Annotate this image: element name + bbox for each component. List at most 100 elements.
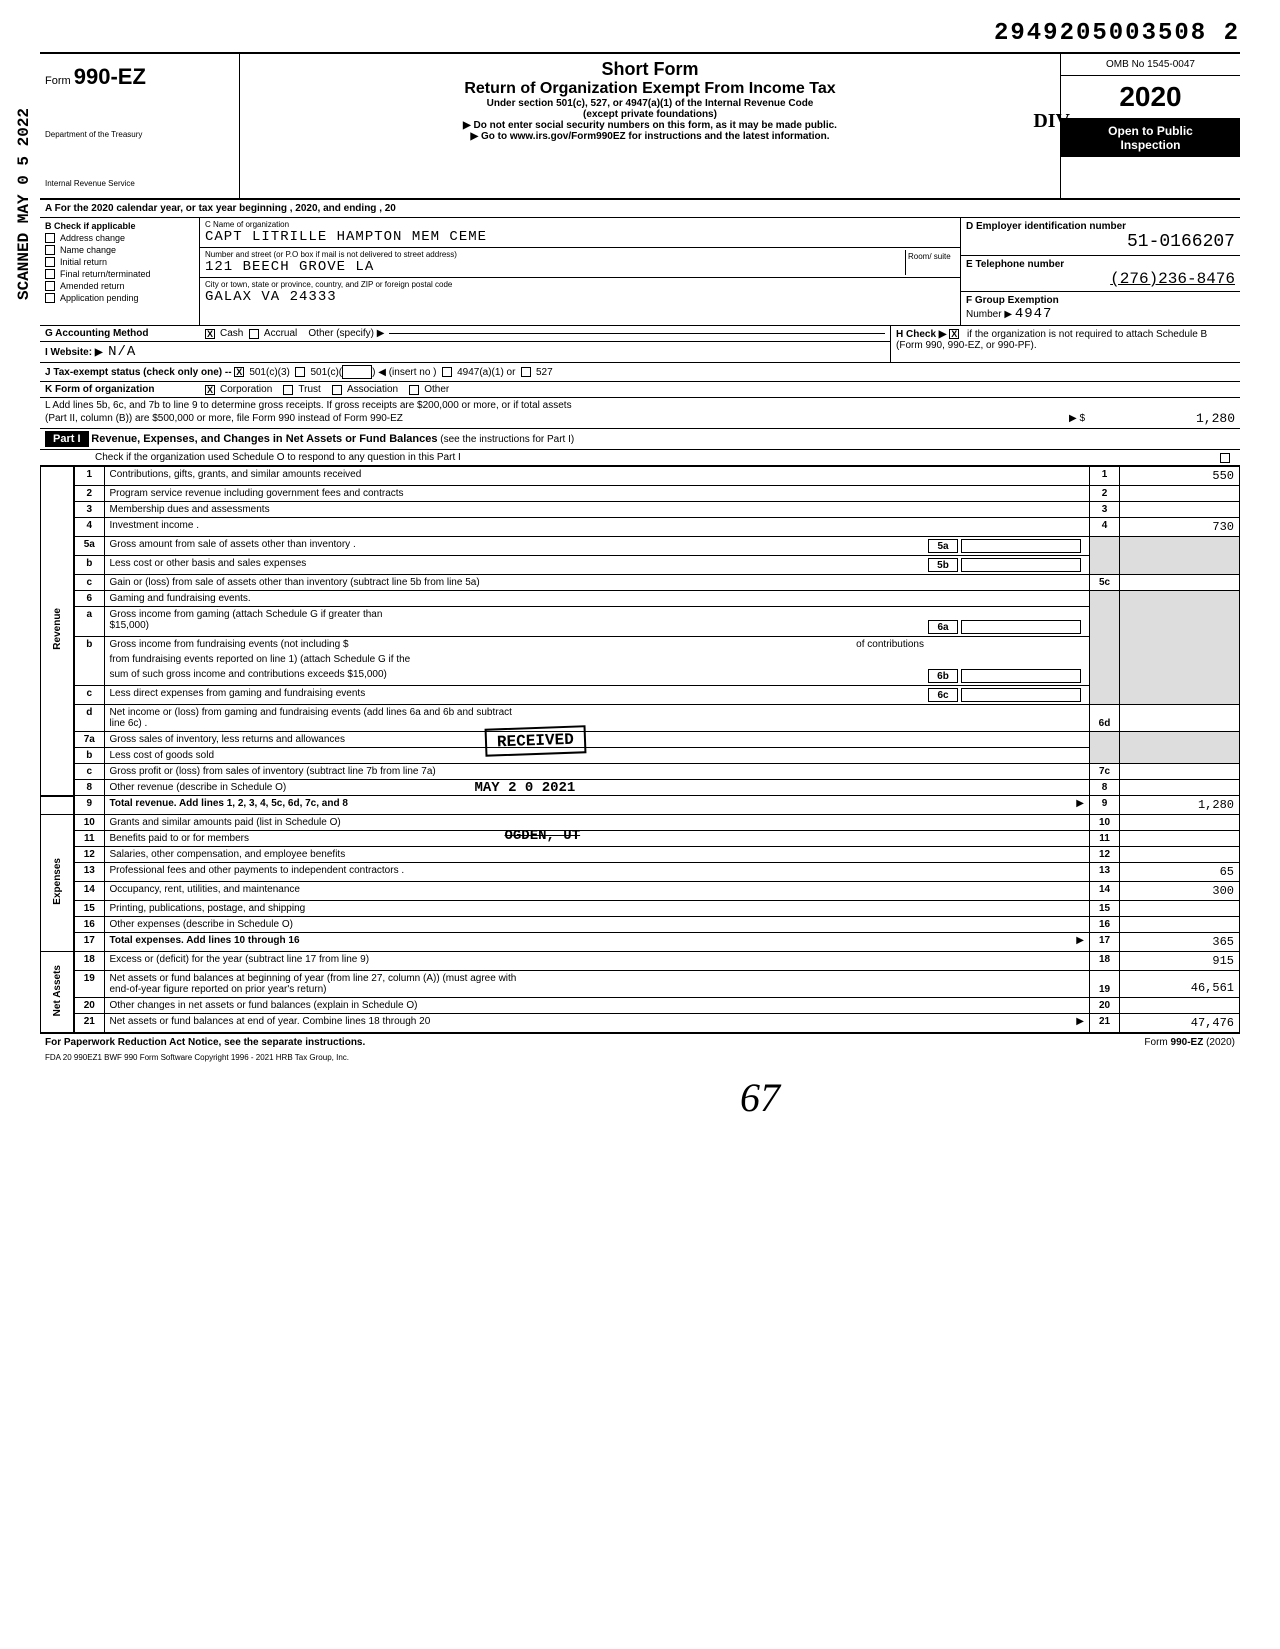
l5a-desc-cell: Gross amount from sale of assets other t…	[104, 537, 1090, 556]
l4-desc: Investment income .	[104, 518, 1090, 537]
l20-rnum: 20	[1090, 998, 1120, 1014]
l5a-num: 5a	[74, 537, 104, 556]
l14-rnum: 14	[1090, 882, 1120, 901]
l7a-desc-cell: Gross sales of inventory, less returns a…	[104, 732, 1090, 748]
e-phone-value: (276)236-8476	[966, 270, 1235, 288]
table-row: 7a Gross sales of inventory, less return…	[41, 732, 1240, 748]
l5c-num: c	[74, 575, 104, 591]
k-label: K Form of organization	[45, 384, 205, 395]
cb-501c	[295, 367, 305, 377]
received-stamp: RECEIVED	[484, 725, 586, 757]
j-insert-box	[342, 365, 372, 379]
warning-ssn: ▶ Do not enter social security numbers o…	[250, 120, 1050, 131]
l3-num: 3	[74, 502, 104, 518]
g-other: Other (specify) ▶	[308, 328, 384, 339]
col-de: D Employer identification number 51-0166…	[960, 218, 1240, 325]
cb-final-return: Final return/terminated	[45, 269, 194, 279]
part1-check-text: Check if the organization used Schedule …	[45, 452, 1220, 463]
l9-val: 1,280	[1120, 796, 1240, 815]
part1-label: Part I	[45, 431, 89, 447]
main-table: Revenue 1 Contributions, gifts, grants, …	[40, 466, 1240, 1033]
l6-desc: Gaming and fundraising events.	[104, 591, 1090, 607]
table-row: 9 Total revenue. Add lines 1, 2, 3, 4, 5…	[41, 796, 1240, 815]
l2-desc: Program service revenue including govern…	[104, 486, 1090, 502]
l16-num: 16	[74, 917, 104, 933]
l21-val: 47,476	[1120, 1014, 1240, 1033]
j-label: J Tax-exempt status (check only one) --	[45, 367, 232, 378]
l7c-rnum: 7c	[1090, 764, 1120, 780]
l1-desc: Contributions, gifts, grants, and simila…	[104, 467, 1090, 486]
l7ab-shaded	[1090, 732, 1120, 764]
table-row: 5a Gross amount from sale of assets othe…	[41, 537, 1240, 556]
l16-rnum: 16	[1090, 917, 1120, 933]
l18-val: 915	[1120, 952, 1240, 971]
f-label: F Group Exemption	[966, 295, 1059, 306]
date-stamp: MAY 2 0 2021	[475, 780, 576, 796]
footer: For Paperwork Reduction Act Notice, see …	[40, 1033, 1240, 1051]
row-j: J Tax-exempt status (check only one) -- …	[40, 363, 1240, 382]
table-row: c Less direct expenses from gaming and f…	[41, 686, 1240, 705]
l11-num: 11	[74, 831, 104, 847]
part1-check-row: Check if the organization used Schedule …	[40, 450, 1240, 466]
subtitle-except: (except private foundations)	[250, 109, 1050, 120]
l4-num: 4	[74, 518, 104, 537]
l20-num: 20	[74, 998, 104, 1014]
l12-rnum: 12	[1090, 847, 1120, 863]
l7b-desc: Less cost of goods sold	[104, 748, 1090, 764]
j-501c: 501(c)(	[310, 367, 342, 378]
l9-num: 9	[74, 796, 104, 815]
table-row: 16 Other expenses (describe in Schedule …	[41, 917, 1240, 933]
footer-sub: FDA 20 990EZ1 BWF 990 Form Software Copy…	[40, 1051, 1240, 1064]
l-arrow: ▶ $	[1069, 413, 1085, 424]
c-name-label: C Name of organization	[205, 220, 955, 229]
l9-rnum: 9	[1090, 796, 1120, 815]
table-row: Net Assets 18 Excess or (deficit) for th…	[41, 952, 1240, 971]
k-corp: Corporation	[220, 384, 272, 395]
row-h: H Check ▶ X if the organization is not r…	[890, 326, 1240, 363]
table-row: b Gross income from fundraising events (…	[41, 637, 1240, 653]
l3-desc: Membership dues and assessments	[104, 502, 1090, 518]
header-left: Form 990-EZ Department of the Treasury I…	[40, 54, 240, 198]
document-number: 2949205003508 2	[40, 20, 1240, 47]
f-number-label: Number ▶	[966, 309, 1012, 320]
table-row: 3 Membership dues and assessments 3	[41, 502, 1240, 518]
c-name-value: CAPT LITRILLE HAMPTON MEM CEME	[205, 229, 955, 245]
l10-rnum: 10	[1090, 815, 1120, 831]
cb-trust	[283, 385, 293, 395]
l20-val	[1120, 998, 1240, 1014]
cb-initial-return: Initial return	[45, 257, 194, 267]
l13-rnum: 13	[1090, 863, 1120, 882]
l10-val	[1120, 815, 1240, 831]
d-label: D Employer identification number	[966, 221, 1235, 232]
part1-header-row: Part I Revenue, Expenses, and Changes in…	[40, 429, 1240, 450]
col-b-checkboxes: B Check if applicable Address change Nam…	[40, 218, 200, 325]
l6c-desc-cell: Less direct expenses from gaming and fun…	[104, 686, 1090, 705]
l6c-num: c	[74, 686, 104, 705]
title-short-form: Short Form	[250, 59, 1050, 80]
l6d-rnum: 6d	[1090, 705, 1120, 732]
table-row: d Net income or (loss) from gaming and f…	[41, 705, 1240, 732]
d-ein-value: 51-0166207	[966, 232, 1235, 252]
b-label: B Check if applicable	[45, 221, 194, 231]
l4-val: 730	[1120, 518, 1240, 537]
l11-val	[1120, 831, 1240, 847]
l21-rnum: 21	[1090, 1014, 1120, 1033]
l7c-val	[1120, 764, 1240, 780]
i-label: I Website: ▶	[45, 347, 103, 358]
row-g: G Accounting Method XCash Accrual Other …	[40, 326, 890, 342]
part1-subtitle: (see the instructions for Part I)	[440, 434, 574, 445]
table-row: Revenue 1 Contributions, gifts, grants, …	[41, 467, 1240, 486]
l6b-desc3: from fundraising events reported on line…	[104, 652, 1090, 667]
row-a-calendar: A For the 2020 calendar year, or tax yea…	[40, 200, 1240, 218]
l7b-num: b	[74, 748, 104, 764]
i-value: N/A	[108, 344, 136, 360]
l8-val	[1120, 780, 1240, 796]
l3-rnum: 3	[1090, 502, 1120, 518]
scanned-stamp: SCANNED MAY 0 5 2022	[15, 108, 33, 300]
header-center: Short Form Return of Organization Exempt…	[240, 54, 1060, 198]
table-row: 13 Professional fees and other payments …	[41, 863, 1240, 882]
l5b-desc-cell: Less cost or other basis and sales expen…	[104, 556, 1090, 575]
l6d-num: d	[74, 705, 104, 732]
table-row: b Less cost or other basis and sales exp…	[41, 556, 1240, 575]
j-4947: 4947(a)(1) or	[457, 367, 515, 378]
